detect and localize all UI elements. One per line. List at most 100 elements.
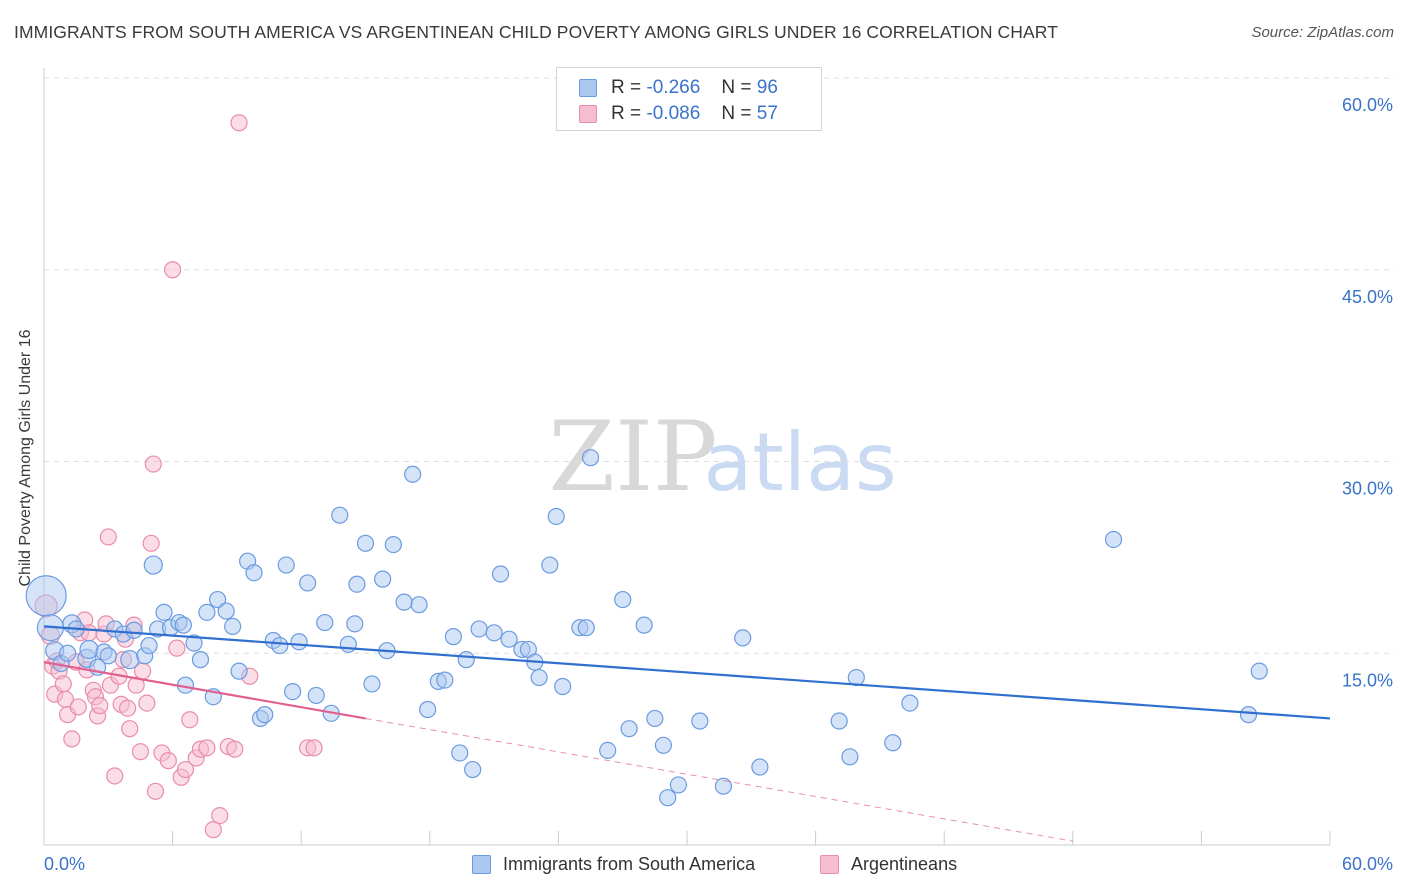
south-america-point <box>25 575 67 617</box>
south-america-point <box>209 590 227 609</box>
south-america-point <box>500 630 518 648</box>
argentineans-point <box>230 114 248 132</box>
south-america-point <box>307 686 325 705</box>
south-america-point <box>577 619 595 637</box>
south-america-trend-line <box>43 625 1331 720</box>
south-america-point <box>271 636 289 655</box>
south-america-point <box>654 736 673 754</box>
r-label: R = <box>611 77 642 98</box>
south-america-point <box>356 534 375 552</box>
south-america-point <box>331 506 349 524</box>
legend-item-south-america: Immigrants from South America <box>472 852 755 876</box>
south-america-point <box>554 677 572 696</box>
south-america-point <box>901 694 919 712</box>
south-america-point <box>140 636 158 655</box>
stats-row-argentineans: R = -0.086 N = 57 <box>579 103 778 125</box>
south-america-point <box>541 556 559 574</box>
argentineans-point <box>164 261 182 279</box>
south-america-point <box>614 590 632 609</box>
axes <box>43 68 1331 846</box>
stats-row-south-america: R = -0.266 N = 96 <box>579 77 778 99</box>
pink-swatch <box>579 105 597 123</box>
argentineans-point <box>69 698 87 716</box>
south-america-point <box>581 449 600 467</box>
south-america-point <box>290 633 308 651</box>
south-america-point <box>451 744 469 762</box>
legend-pink-swatch <box>820 854 839 874</box>
south-america-point <box>316 613 334 632</box>
south-america-point <box>384 535 402 554</box>
south-america-point <box>436 671 454 689</box>
south-america-point <box>547 507 565 526</box>
south-america-point <box>457 651 475 669</box>
argentineans-point <box>204 821 222 839</box>
south-america-point <box>464 760 482 779</box>
south-america-point <box>620 720 638 738</box>
y-tick-label: 30.0% <box>1342 479 1393 499</box>
source-label: Source: ZipAtlas.com <box>1251 24 1394 41</box>
n-value: 96 <box>756 77 778 98</box>
argentineans-point <box>54 675 72 693</box>
south-america-point <box>669 776 688 794</box>
watermark-zip: ZIP <box>548 401 717 513</box>
argentineans-point <box>211 806 229 825</box>
south-america-point <box>691 712 709 730</box>
south-america-point <box>284 682 302 701</box>
south-america-point <box>714 777 733 795</box>
south-america-point <box>659 789 677 807</box>
south-america-point <box>245 564 263 582</box>
south-america-point <box>470 620 488 638</box>
argentineans-point <box>198 739 216 757</box>
south-america-point <box>143 555 163 575</box>
south-america-point <box>217 602 235 620</box>
south-america-point <box>395 593 413 611</box>
south-america-point <box>841 748 859 766</box>
n-value: 57 <box>756 103 778 124</box>
r-label: R = <box>611 103 642 124</box>
n-label: N = <box>721 103 752 124</box>
south-america-point <box>444 628 462 646</box>
south-america-point <box>404 465 422 483</box>
south-america-point <box>198 603 216 621</box>
legend-label: Immigrants from South America <box>503 853 756 874</box>
chart-title: IMMIGRANTS FROM SOUTH AMERICA VS ARGENTI… <box>14 22 1058 42</box>
south-america-point <box>58 644 77 662</box>
south-america-point <box>125 621 143 639</box>
x-tick-label: 60.0% <box>1342 854 1393 874</box>
south-america-point <box>185 634 203 652</box>
legend-item-argentineans: Argentineans <box>820 852 957 876</box>
south-america-point <box>491 565 510 583</box>
south-america-point <box>751 758 769 776</box>
argentineans-point <box>181 711 199 729</box>
argentineans-point <box>168 639 186 657</box>
south-america-point <box>174 616 192 634</box>
blue-swatch <box>579 79 597 97</box>
argentineans-point <box>91 697 109 715</box>
south-america-point <box>635 616 653 634</box>
south-america-point <box>734 629 752 647</box>
r-value: -0.266 <box>646 77 701 98</box>
south-america-point <box>884 734 902 752</box>
y-tick-label: 15.0% <box>1342 670 1393 690</box>
argentineans-point <box>305 739 323 757</box>
south-america-point <box>485 624 503 642</box>
south-america-point <box>1250 662 1268 680</box>
argentineans-point <box>144 455 162 473</box>
argentineans-point <box>63 730 81 748</box>
south-america-point <box>230 662 248 680</box>
south-america-point <box>277 556 295 574</box>
watermark-atlas: atlas <box>703 416 896 509</box>
south-america-point <box>346 615 364 633</box>
argentineans-point <box>176 760 195 779</box>
south-america-point <box>374 570 392 588</box>
south-america-point <box>363 675 381 693</box>
south-america-point <box>599 741 617 760</box>
argentineans-points <box>34 114 323 839</box>
south-america-point <box>99 647 117 665</box>
y-tick-label: 60.0% <box>1342 95 1393 115</box>
argentineans-point <box>131 743 150 761</box>
south-america-point <box>155 603 173 621</box>
argentineans-point <box>146 782 165 800</box>
argentineans-trend-line <box>43 661 366 720</box>
